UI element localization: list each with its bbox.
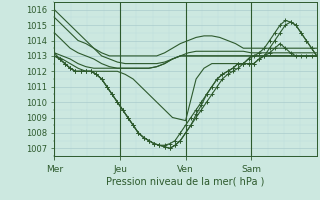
X-axis label: Pression niveau de la mer( hPa ): Pression niveau de la mer( hPa ) [107,177,265,187]
